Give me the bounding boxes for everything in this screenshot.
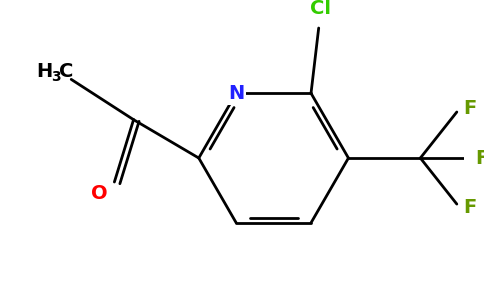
Text: H: H [36,62,52,81]
Text: F: F [475,148,484,167]
Text: O: O [91,184,107,203]
Text: Cl: Cl [310,0,331,18]
Text: N: N [228,84,244,103]
Text: 3: 3 [51,70,60,85]
Text: F: F [464,99,477,118]
Text: F: F [464,198,477,218]
Text: C: C [59,62,74,81]
